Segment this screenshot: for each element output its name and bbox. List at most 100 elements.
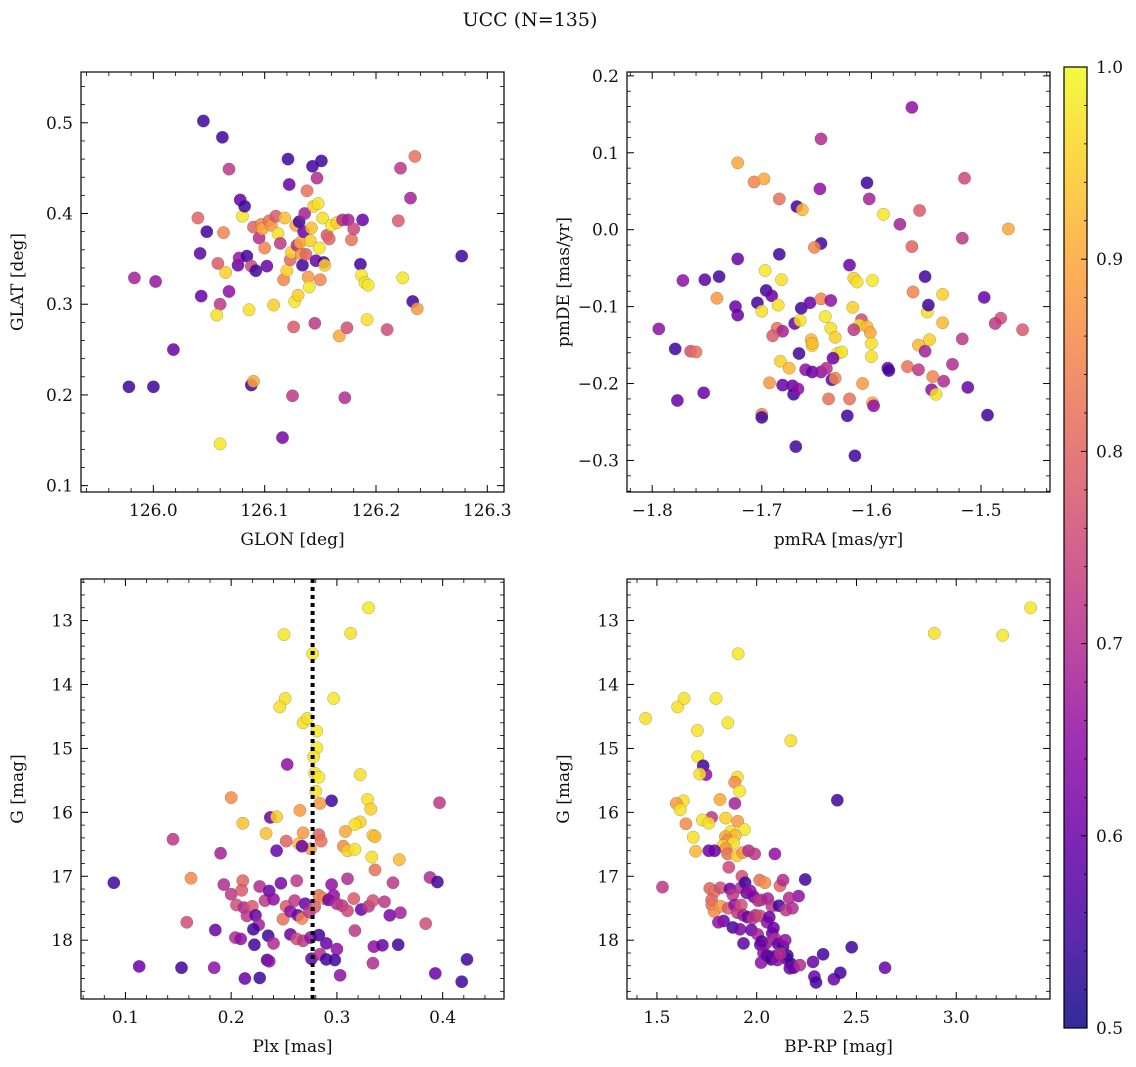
data-point [302, 280, 316, 294]
data-point [905, 101, 919, 114]
data-point [332, 329, 346, 343]
data-point [249, 264, 263, 278]
data-point [253, 971, 267, 985]
panel-glon-glat: 126.0 126.1 126.2 126.3 0.1 0.2 0.3 0.4 0.5 GLON … [8, 71, 512, 550]
data-point [822, 392, 835, 406]
x-tick-label: 2.0 [743, 1008, 770, 1028]
x-tick-label: −1.8 [632, 501, 673, 521]
data-point [755, 304, 769, 318]
data-point [308, 316, 322, 330]
data-point [927, 626, 941, 640]
data-point [222, 162, 236, 176]
data-point [282, 178, 296, 191]
data-point [731, 156, 745, 170]
data-point [360, 313, 374, 326]
data-point [260, 259, 274, 273]
data-point [877, 207, 890, 221]
data-point [217, 878, 231, 891]
data-point [755, 410, 769, 424]
data-point [361, 278, 375, 292]
data-point [693, 767, 707, 781]
y-tick-label: 15 [597, 739, 619, 759]
data-point [830, 793, 844, 807]
data-point [771, 298, 785, 312]
data-point [353, 257, 367, 271]
data-point [912, 363, 925, 377]
data-point [325, 878, 338, 891]
data-point [847, 323, 861, 337]
data-point [926, 370, 940, 383]
data-point [878, 961, 892, 975]
data-point [656, 880, 669, 894]
data-point [238, 972, 252, 985]
data-point [217, 226, 230, 240]
data-point [763, 376, 776, 390]
y-axis-label: pmDE [mas/yr] [554, 217, 574, 347]
x-tick-label: −1.5 [960, 501, 1001, 521]
data-point [247, 938, 261, 952]
y-tick-label: 0.2 [592, 67, 619, 87]
data-point [267, 298, 280, 312]
data-point [1002, 222, 1015, 236]
data-point [698, 273, 712, 287]
data-point [689, 844, 702, 858]
data-point [865, 337, 878, 350]
data-point [806, 955, 820, 969]
data-point [722, 860, 736, 874]
data-point [923, 333, 936, 347]
data-point [366, 956, 380, 970]
data-point [312, 770, 326, 784]
data-point [267, 937, 280, 950]
data-point [856, 377, 869, 390]
data-point [375, 938, 389, 952]
data-point [394, 161, 407, 175]
data-point [213, 297, 227, 311]
data-point [325, 794, 338, 808]
x-tick-label: 126.0 [129, 501, 178, 521]
data-point [766, 329, 780, 343]
data-point [348, 843, 362, 856]
data-point [279, 834, 293, 848]
colorbar-tick-label: 0.9 [1096, 250, 1123, 270]
y-tick-label: 13 [597, 612, 619, 632]
data-point [835, 345, 849, 359]
data-point [713, 793, 727, 806]
data-point [273, 236, 287, 250]
data-point [368, 863, 382, 877]
x-tick-label: 126.2 [352, 501, 401, 521]
data-point [312, 928, 326, 942]
x-tick-label: 0.1 [112, 1008, 139, 1028]
data-point [365, 850, 379, 864]
y-tick-label: 14 [51, 675, 73, 695]
data-point [833, 966, 847, 980]
scatter-points [107, 601, 474, 989]
data-point [782, 361, 796, 375]
data-point [789, 440, 803, 453]
data-point [296, 258, 309, 272]
y-tick-label: 14 [597, 675, 619, 695]
y-tick-label: −0.3 [578, 451, 619, 471]
data-point [843, 258, 856, 272]
data-point [366, 894, 380, 907]
data-point [955, 332, 969, 346]
y-tick-label: 18 [51, 931, 73, 951]
data-point [291, 288, 305, 302]
data-point [795, 203, 809, 217]
data-point [122, 380, 136, 394]
data-point [697, 386, 711, 400]
data-point [728, 797, 742, 810]
data-point [731, 308, 745, 322]
data-point [748, 847, 762, 861]
data-point [826, 351, 840, 365]
data-point [958, 171, 971, 185]
data-point [210, 308, 224, 322]
axes-frame [626, 71, 1051, 493]
colorbar-gradient [1063, 66, 1088, 1029]
data-point [299, 247, 313, 261]
data-point [235, 883, 249, 897]
data-point [347, 892, 361, 905]
figure-title: UCC (N=135) [463, 9, 598, 31]
data-point [166, 343, 180, 356]
data-point [274, 876, 288, 890]
data-point [333, 968, 347, 982]
